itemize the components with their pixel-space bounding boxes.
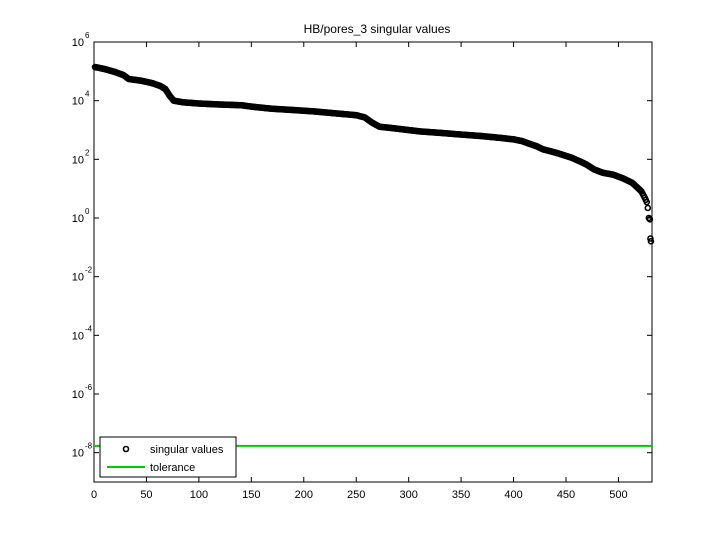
y-tick-exponent: -4 — [85, 324, 93, 333]
legend-box — [99, 436, 237, 478]
y-tick-exponent: -8 — [85, 442, 93, 451]
x-tick-label: 400 — [504, 489, 522, 501]
data-point — [643, 198, 651, 206]
legend-label-tolerance: tolerance — [150, 462, 195, 474]
legend-label-singular-values: singular values — [150, 444, 224, 456]
y-tick-label: 10 — [72, 448, 84, 460]
legend-marker-singular-values — [122, 445, 130, 453]
legend: singular values tolerance — [99, 436, 237, 478]
x-tick-label: 300 — [399, 489, 417, 501]
x-tick-label: 350 — [452, 489, 470, 501]
x-tick-label: 200 — [295, 489, 313, 501]
y-tick-exponent: 4 — [85, 90, 90, 99]
y-tick-exponent: -2 — [85, 266, 93, 275]
y-tick-exponent: -6 — [85, 383, 93, 392]
x-tick-label: 50 — [140, 489, 152, 501]
data-point — [644, 204, 652, 212]
x-tick-label: 0 — [91, 489, 97, 501]
plot-area — [93, 41, 653, 483]
y-tick-label: 10 — [72, 330, 84, 342]
y-tick-label: 10 — [72, 272, 84, 284]
data-point — [646, 216, 654, 223]
x-tick-label: 450 — [557, 489, 575, 501]
x-tick-label: 150 — [242, 489, 260, 501]
axis-ticks: 0 50 100 150 200 250 300 350 400 450 50010-810-610… — [72, 31, 652, 501]
y-tick-exponent: 2 — [85, 148, 90, 157]
x-tick-label: 250 — [347, 489, 365, 501]
y-tick-label: 10 — [72, 389, 84, 401]
y-tick-label: 10 — [72, 154, 84, 166]
y-tick-exponent: 6 — [85, 31, 90, 40]
y-tick-label: 10 — [72, 213, 84, 225]
y-tick-label: 10 — [72, 37, 84, 49]
y-tick-exponent: 0 — [85, 207, 90, 216]
singular-values-series — [91, 63, 655, 245]
data-point — [647, 238, 655, 245]
chart-title: HB/pores_3 singular values — [304, 22, 451, 36]
x-tick-label: 500 — [609, 489, 627, 501]
y-tick-label: 10 — [72, 96, 84, 108]
x-tick-label: 100 — [190, 489, 208, 501]
data-point — [647, 235, 654, 242]
